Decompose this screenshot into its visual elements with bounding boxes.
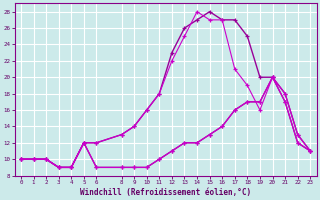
X-axis label: Windchill (Refroidissement éolien,°C): Windchill (Refroidissement éolien,°C) — [80, 188, 251, 197]
